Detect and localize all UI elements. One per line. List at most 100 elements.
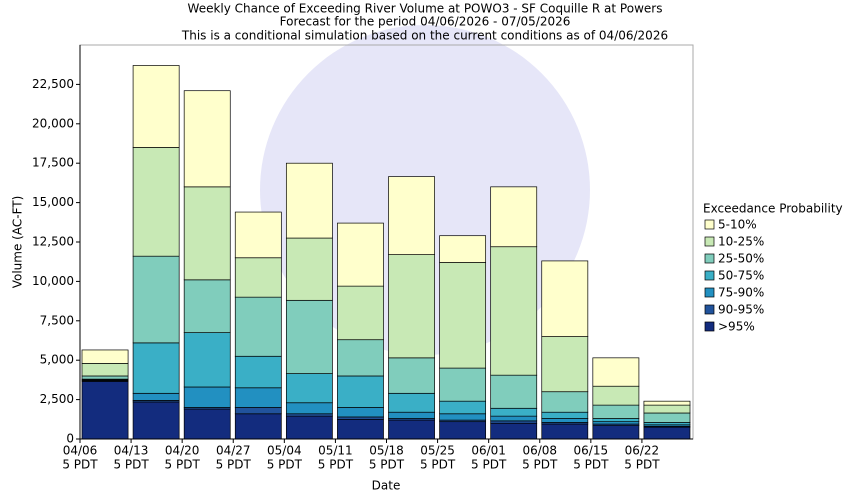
bar-segment [439,367,487,402]
legend-label: 25-50% [718,252,764,266]
bar-segment [490,415,538,422]
bar-segment [337,375,384,408]
bar-segment [285,413,333,417]
y-tick-label: 5,000 [40,353,74,367]
bar-segment [490,374,538,409]
bar-segment [285,415,333,440]
x-tick-label: 04/13 [114,444,149,458]
bar-segment [541,411,589,419]
bar-segment [183,90,231,188]
bar-segment [234,211,282,259]
bar-segment [132,401,180,440]
legend-label: 50-75% [718,269,764,283]
bar-segment [234,355,282,389]
bar-segment [388,176,435,255]
x-tick-sublabel: 5 PDT [267,458,303,472]
bar-segment [490,422,538,440]
x-tick-label: 06/22 [625,444,660,458]
bar-segment [592,357,640,387]
bar-segment [337,407,384,418]
bar-segment [490,420,538,424]
legend-label: 10-25% [718,235,764,249]
x-tick-sublabel: 5 PDT [573,458,609,472]
bar-segment [81,381,129,440]
x-tick-label: 05/18 [369,444,404,458]
bar-segment [541,391,589,413]
bar-segment [388,254,435,359]
bar-segment [132,65,180,148]
bar-segment [388,392,435,413]
bar-segment [234,296,282,357]
bar-segment [234,257,282,298]
bar-segment [183,279,231,333]
legend-swatch [704,236,715,247]
chart-title: Weekly Chance of Exceeding River Volume … [188,2,663,16]
x-tick-label: 06/08 [522,444,557,458]
bar-segment [490,186,538,248]
bar-segment [643,400,691,406]
x-tick-sublabel: 5 PDT [113,458,149,472]
bar-segment [439,400,487,415]
x-tick-sublabel: 5 PDT [624,458,660,472]
bar-segment [439,262,487,369]
bar-segment [490,246,538,376]
bar-segment [541,423,589,440]
legend-swatch [704,304,715,315]
bar-segment [234,387,282,408]
bar-segment [285,402,333,415]
bar-segment [541,336,589,393]
y-tick-label: 22,500 [32,77,74,91]
bar-segment [541,260,589,337]
y-tick-label: 17,500 [32,156,74,170]
bar-segment [541,418,589,423]
x-tick-sublabel: 5 PDT [369,458,405,472]
bar-segment [337,418,384,440]
bar-segment [183,186,231,281]
bar-segment [643,422,691,426]
x-tick-label: 05/11 [318,444,353,458]
bar-segment [592,385,640,406]
bar-segment [81,375,129,380]
y-tick-label: 20,000 [32,116,74,130]
legend-title: Exceedance Probability [703,202,843,216]
x-tick-sublabel: 5 PDT [216,458,252,472]
x-tick-label: 06/15 [574,444,609,458]
bar-segment [643,404,691,414]
chart-subtitle: Forecast for the period 04/06/2026 - 07/… [280,15,571,29]
chart-note: This is a conditional simulation based o… [181,29,668,43]
y-tick-label: 15,000 [32,195,74,209]
bar-segment [439,421,487,440]
bar-segment [592,418,640,423]
bar-segment [388,419,435,440]
x-tick-label: 04/27 [216,444,251,458]
x-tick-sublabel: 5 PDT [522,458,558,472]
legend-swatch [704,253,715,264]
bar-segment [439,235,487,263]
legend-label: >95% [718,320,755,334]
bar-segment [337,339,384,377]
bar-segment [388,357,435,394]
bar-segment [643,412,691,423]
legend-label: 75-90% [718,286,764,300]
bar-segment [337,416,384,420]
bar-segment [183,408,231,440]
bar-segment [234,413,282,440]
legend-swatch [704,219,715,230]
x-tick-sublabel: 5 PDT [318,458,354,472]
legend-swatch [704,321,715,332]
bar-segment [285,373,333,404]
bar-segment [285,237,333,301]
bar-segment [285,162,333,239]
y-axis-label: Volume (AC-FT) [11,196,25,289]
bar-segment [285,299,333,374]
legend-swatch [704,270,715,281]
bar-segment [132,147,180,257]
y-tick-label: 12,500 [32,235,74,249]
bar-segment [81,363,129,377]
bar-segment [81,349,129,364]
y-tick-label: 7,500 [40,313,74,327]
x-tick-label: 06/01 [471,444,506,458]
x-tick-label: 04/20 [165,444,200,458]
bar-segment [592,421,640,425]
legend-label: 90-95% [718,303,764,317]
